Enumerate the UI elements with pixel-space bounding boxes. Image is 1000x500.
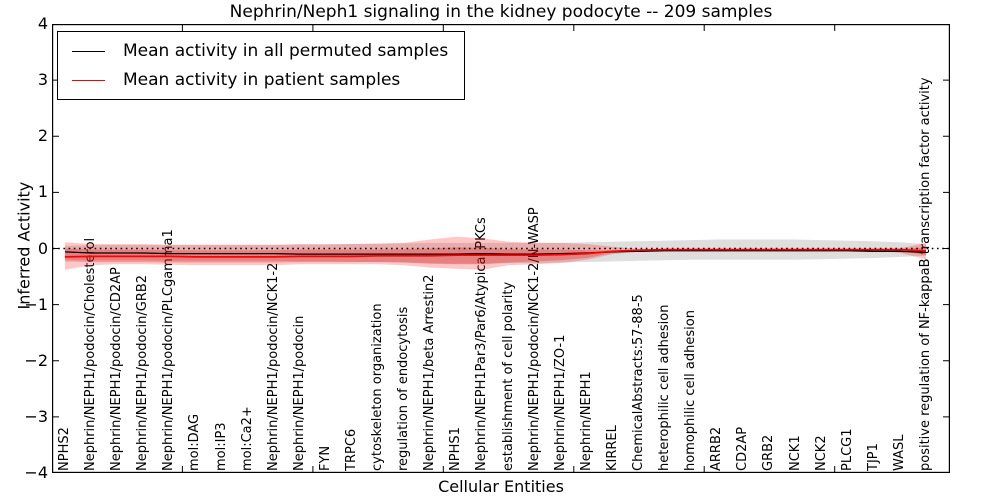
x-axis-label: Cellular Entities: [438, 477, 564, 496]
ytick-label: 1: [37, 182, 48, 202]
ytick-label: −1: [24, 294, 48, 314]
ytick-label: 3: [37, 70, 48, 90]
legend-line-patient: [72, 79, 105, 81]
permuted-std-band: [65, 239, 926, 264]
ytick-label: −3: [24, 406, 48, 426]
permuted-mean-line: [64, 250, 927, 255]
legend-label-permuted: Mean activity in all permuted samples: [123, 41, 449, 61]
ytick-label: 4: [37, 14, 48, 33]
legend-item-permuted: Mean activity in all permuted samples: [72, 41, 448, 61]
ytick-label: −2: [24, 350, 48, 370]
plot-area: [52, 24, 950, 473]
axis-frame: [52, 24, 950, 473]
ytick-label: −4: [24, 463, 48, 482]
legend-line-permuted: [72, 50, 105, 52]
ytick-label: 0: [37, 238, 48, 258]
ytick-label: 2: [37, 126, 48, 146]
legend-label-patient: Mean activity in patient samples: [123, 70, 401, 90]
chart-title: Nephrin/Neph1 signaling in the kidney po…: [229, 2, 773, 22]
legend-item-patient: Mean activity in patient samples: [72, 70, 448, 90]
legend: Mean activity in all permuted samples Me…: [57, 31, 466, 100]
axis-ticks: [53, 24, 949, 473]
patient-mean-line: [64, 248, 927, 258]
